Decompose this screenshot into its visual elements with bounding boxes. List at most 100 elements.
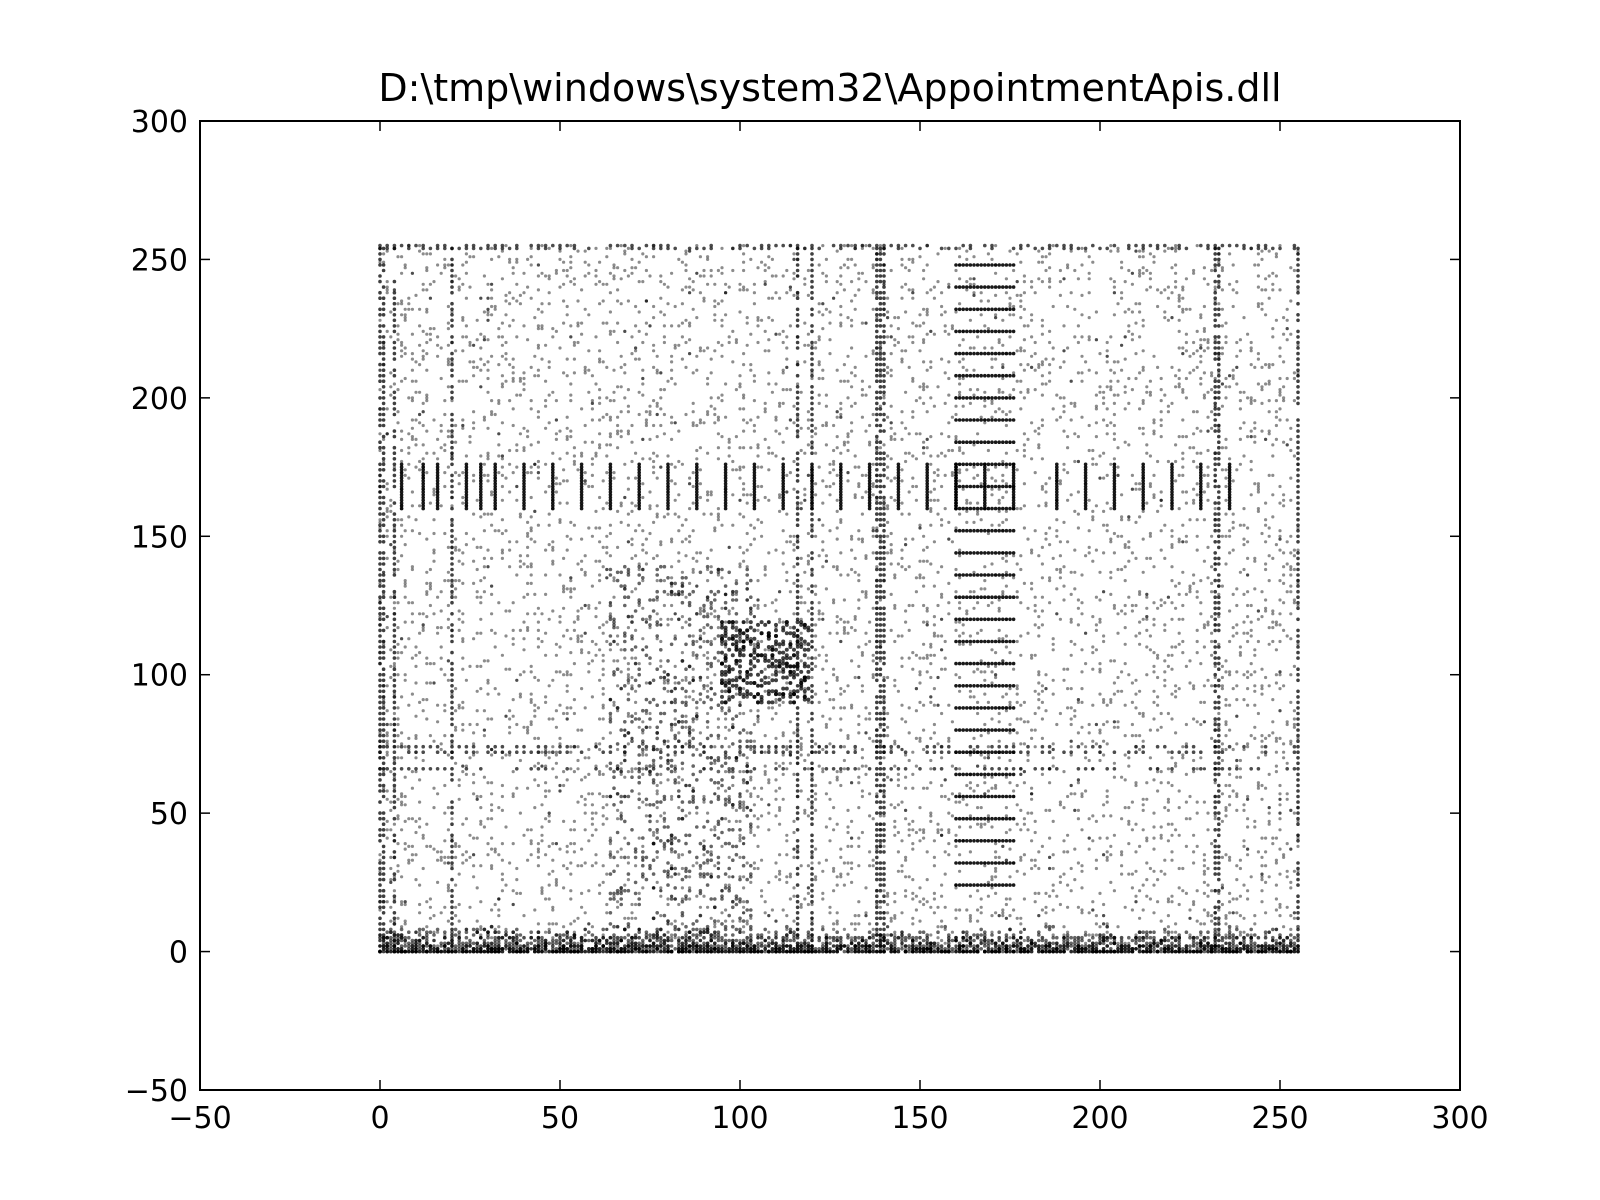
data-point	[659, 894, 663, 898]
data-point	[544, 897, 548, 901]
data-point	[1242, 421, 1246, 425]
data-point	[1271, 473, 1275, 477]
data-point	[536, 842, 541, 846]
data-point	[500, 343, 504, 347]
data-point	[389, 919, 393, 923]
data-point	[889, 335, 893, 339]
data-point	[1019, 922, 1023, 926]
data-point	[1217, 302, 1221, 306]
data-point	[1174, 285, 1178, 289]
data-point	[547, 523, 551, 527]
data-point	[1076, 781, 1080, 785]
data-point	[1112, 280, 1116, 284]
data-point	[1278, 797, 1282, 801]
data-point	[486, 368, 490, 372]
data-point	[727, 609, 731, 613]
data-point	[1274, 770, 1278, 774]
data-point	[990, 878, 994, 882]
data-point	[1008, 700, 1012, 705]
data-point	[659, 617, 663, 621]
data-point	[522, 670, 526, 674]
data-point	[522, 371, 526, 375]
data-point	[1159, 490, 1163, 494]
data-point	[925, 410, 929, 414]
data-point	[1296, 288, 1300, 292]
data-point	[850, 244, 854, 248]
data-point	[425, 451, 429, 455]
data-point	[1256, 357, 1260, 361]
data-point	[486, 717, 490, 721]
data-point	[1051, 908, 1055, 912]
data-point	[598, 540, 602, 544]
data-point	[806, 587, 811, 591]
data-point	[1289, 437, 1293, 441]
data-point	[1188, 584, 1192, 588]
data-point	[637, 412, 641, 417]
data-point	[756, 498, 760, 502]
data-point	[1210, 639, 1214, 644]
data-point	[385, 291, 389, 295]
data-point	[554, 482, 559, 486]
data-point	[608, 714, 613, 718]
data-point	[457, 379, 461, 383]
data-point	[958, 642, 962, 646]
data-point	[785, 291, 789, 295]
data-point	[742, 252, 746, 256]
data-point	[511, 842, 515, 846]
data-point	[943, 656, 947, 660]
data-point	[1195, 534, 1199, 538]
data-point	[414, 379, 418, 383]
data-point	[479, 385, 483, 389]
data-point	[1253, 365, 1257, 369]
data-point	[911, 410, 915, 414]
data-point	[853, 465, 857, 469]
data-point	[497, 914, 501, 918]
data-point	[1019, 742, 1023, 746]
data-point	[832, 482, 836, 486]
data-point	[1159, 919, 1163, 923]
data-point	[1152, 664, 1156, 669]
data-point	[1217, 426, 1221, 430]
data-point	[659, 772, 663, 777]
data-point	[814, 792, 818, 796]
data-point	[979, 291, 983, 295]
data-point	[857, 579, 861, 583]
data-point	[911, 819, 915, 824]
data-point	[659, 623, 663, 627]
data-point	[630, 590, 634, 594]
data-point	[450, 864, 454, 868]
data-point	[839, 551, 843, 555]
data-point	[500, 518, 504, 522]
data-point	[1022, 526, 1026, 530]
data-point	[1022, 770, 1026, 774]
data-point	[684, 930, 688, 934]
data-point	[1066, 435, 1070, 439]
data-point	[868, 814, 872, 818]
data-point	[565, 706, 569, 710]
data-point	[634, 916, 638, 920]
data-point	[464, 678, 468, 682]
data-point	[1080, 415, 1084, 419]
data-point	[500, 374, 504, 378]
data-point	[490, 753, 494, 757]
data-point	[508, 565, 512, 569]
data-point	[1069, 722, 1073, 727]
data-point	[893, 933, 897, 937]
data-point	[497, 897, 501, 901]
data-point	[749, 880, 753, 885]
data-point	[659, 388, 663, 392]
data-point	[788, 639, 793, 644]
data-point	[529, 692, 533, 696]
data-point	[947, 842, 951, 846]
data-point	[835, 498, 839, 502]
data-point	[644, 321, 649, 325]
data-point	[396, 717, 400, 721]
data-point	[583, 756, 587, 760]
data-point	[990, 562, 994, 566]
data-point	[976, 601, 980, 605]
data-point	[745, 316, 749, 320]
data-point	[724, 282, 728, 286]
data-point	[1051, 407, 1055, 411]
data-point	[518, 565, 523, 569]
data-point	[774, 454, 778, 458]
